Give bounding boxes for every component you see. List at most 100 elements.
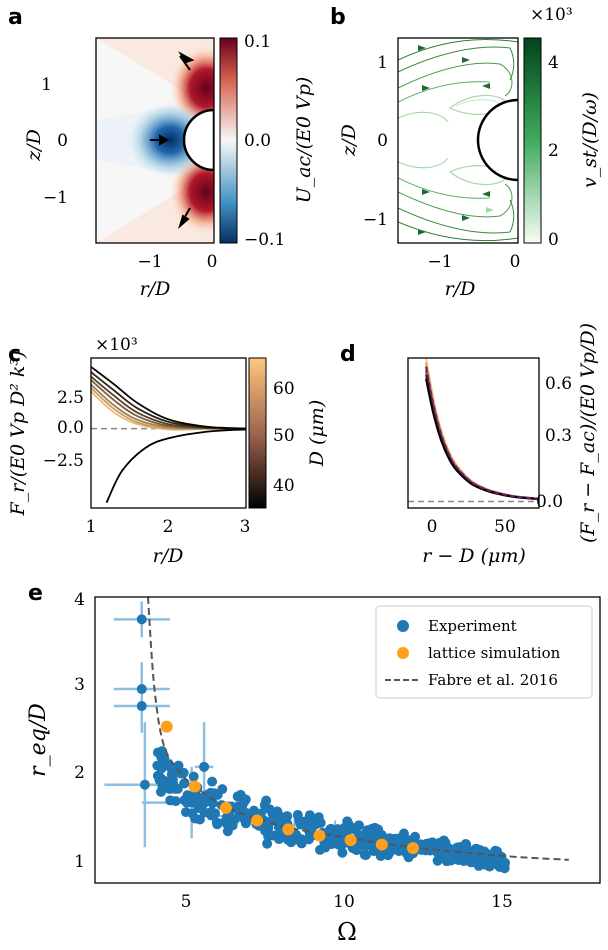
collapsed-curve bbox=[425, 378, 539, 501]
legend-marker-experiment bbox=[397, 620, 409, 632]
lattice-point bbox=[282, 823, 295, 836]
lattice-point bbox=[188, 780, 201, 793]
experiment-point bbox=[195, 796, 206, 807]
fit-curve bbox=[425, 366, 539, 500]
experiment-point bbox=[304, 825, 315, 836]
experiment-point bbox=[182, 790, 193, 801]
legend-marker-lattice bbox=[397, 647, 409, 659]
panel-a-ytick: 0 bbox=[57, 131, 68, 151]
panel-b-ytick: −1 bbox=[363, 210, 388, 230]
experiment-point bbox=[369, 822, 380, 833]
panel-c-ytick: 2.5 bbox=[57, 388, 84, 408]
panel-b-ytick: 1 bbox=[377, 53, 388, 73]
experiment-point bbox=[488, 854, 499, 865]
experiment-point bbox=[139, 779, 150, 790]
panel-b-xtick: 0 bbox=[510, 252, 521, 272]
experiment-point bbox=[188, 771, 199, 782]
legend-label: Fabre et al. 2016 bbox=[428, 671, 558, 689]
panel-a-cbar-label: U_ac/(E0 Vp) bbox=[293, 77, 315, 204]
experiment-point bbox=[432, 855, 443, 866]
panel-a-ctick: −0.1 bbox=[244, 230, 285, 250]
panel-c-xtick: 3 bbox=[240, 517, 251, 537]
lattice-point bbox=[375, 838, 388, 851]
panel-d-ytick: 0.6 bbox=[545, 374, 572, 394]
panel-b-label: b bbox=[330, 5, 346, 30]
panel-c-ytick: 0.0 bbox=[57, 418, 84, 438]
panel-a-ctick: 0.0 bbox=[244, 131, 271, 151]
experiment-point bbox=[339, 826, 350, 837]
panel-d-ylabel: (F_r − F_ac)/(E0 Vp/D) bbox=[577, 323, 599, 543]
panel-a-ctick: 0.1 bbox=[244, 32, 271, 52]
force-curve bbox=[91, 387, 246, 430]
experiment-point bbox=[212, 819, 223, 830]
panel-b-cbar-scale: ×10³ bbox=[530, 5, 573, 25]
panel-d-lines bbox=[408, 358, 539, 503]
force-curve bbox=[105, 428, 246, 504]
panel-a-label: a bbox=[8, 5, 23, 30]
panel-e-xlabel: Ω bbox=[337, 918, 357, 946]
panel-b-ytick: 0 bbox=[377, 131, 388, 151]
panel-a-heatmap bbox=[96, 38, 214, 243]
experiment-point bbox=[359, 841, 370, 852]
panel-e-ytick: 3 bbox=[74, 675, 85, 695]
panel-b-ylabel: z/D bbox=[338, 124, 360, 157]
panel-d: d 0.6 0.3 0.0 0 50 r − D (μm) (F_r − F_a… bbox=[340, 323, 599, 567]
experiment-point bbox=[264, 804, 275, 815]
panel-c-xlabel: r/D bbox=[153, 545, 184, 567]
panel-c-ctick: 50 bbox=[273, 426, 295, 446]
experiment-point bbox=[235, 789, 246, 800]
legend-box bbox=[375, 605, 593, 699]
panel-a: a 1 0 −1 −1 0 r/D z/D 0.1 0.0 −0.1 U_ac/… bbox=[8, 5, 315, 300]
panel-b-ctick: 2 bbox=[548, 141, 559, 161]
experiment-point bbox=[331, 826, 342, 837]
panel-a-colorbar bbox=[219, 37, 238, 244]
experiment-point bbox=[359, 849, 370, 860]
experiment-point bbox=[186, 797, 197, 808]
experiment-point bbox=[199, 761, 210, 772]
experiment-point bbox=[274, 834, 285, 845]
panel-c-ylabel: F_r/(E0 Vp D² k³) bbox=[7, 351, 29, 517]
panel-a-ytick: 1 bbox=[41, 75, 52, 95]
experiment-point bbox=[310, 819, 321, 830]
panel-c-ytick: −2.5 bbox=[43, 451, 84, 471]
experiment-point bbox=[410, 831, 421, 842]
experiment-point bbox=[349, 824, 360, 835]
lattice-point bbox=[344, 834, 357, 847]
experiment-point bbox=[436, 844, 447, 855]
experiment-point bbox=[315, 844, 326, 855]
experiment-point bbox=[490, 845, 501, 856]
panel-d-xtick: 50 bbox=[494, 517, 516, 537]
panel-e-xtick: 5 bbox=[181, 892, 192, 912]
experiment-point bbox=[158, 778, 169, 789]
experiment-point bbox=[286, 837, 297, 848]
panel-e-label: e bbox=[28, 581, 43, 606]
panel-a-xtick: −1 bbox=[137, 252, 162, 272]
legend-label: lattice simulation bbox=[428, 644, 561, 662]
panel-c-colorbar bbox=[248, 357, 267, 509]
panel-d-xtick: 0 bbox=[427, 517, 438, 537]
panel-b-xlabel: r/D bbox=[445, 278, 476, 300]
experiment-point bbox=[296, 834, 307, 845]
panel-e-xtick: 10 bbox=[333, 892, 355, 912]
lattice-point bbox=[160, 720, 173, 733]
experiment-point bbox=[342, 816, 353, 827]
panel-c-xtick: 2 bbox=[163, 517, 174, 537]
experiment-point bbox=[240, 818, 251, 829]
panel-a-ylabel: z/D bbox=[23, 129, 45, 162]
panel-b-ctick: 0 bbox=[548, 230, 559, 250]
panel-c-scale: ×10³ bbox=[95, 335, 138, 355]
panel-e: e 4 3 2 1 5 10 15 Ω r_eq/D Experiment la… bbox=[26, 581, 601, 946]
panel-a-xtick: 0 bbox=[207, 252, 218, 272]
panel-e-plot bbox=[104, 596, 569, 874]
experiment-point bbox=[187, 808, 198, 819]
panel-d-xlabel: r − D (μm) bbox=[422, 545, 526, 567]
panel-b-ctick: 4 bbox=[548, 53, 559, 73]
panel-d-ytick: 0.0 bbox=[536, 492, 563, 512]
experiment-point bbox=[173, 760, 184, 771]
panel-a-ytick: −1 bbox=[43, 188, 68, 208]
lattice-point bbox=[251, 814, 264, 827]
panel-c-lines bbox=[91, 366, 246, 504]
panel-c: c ×10³ 2.5 0.0 −2.5 1 2 3 r/D F_r/(E0 Vp… bbox=[7, 335, 328, 567]
experiment-point bbox=[207, 776, 218, 787]
